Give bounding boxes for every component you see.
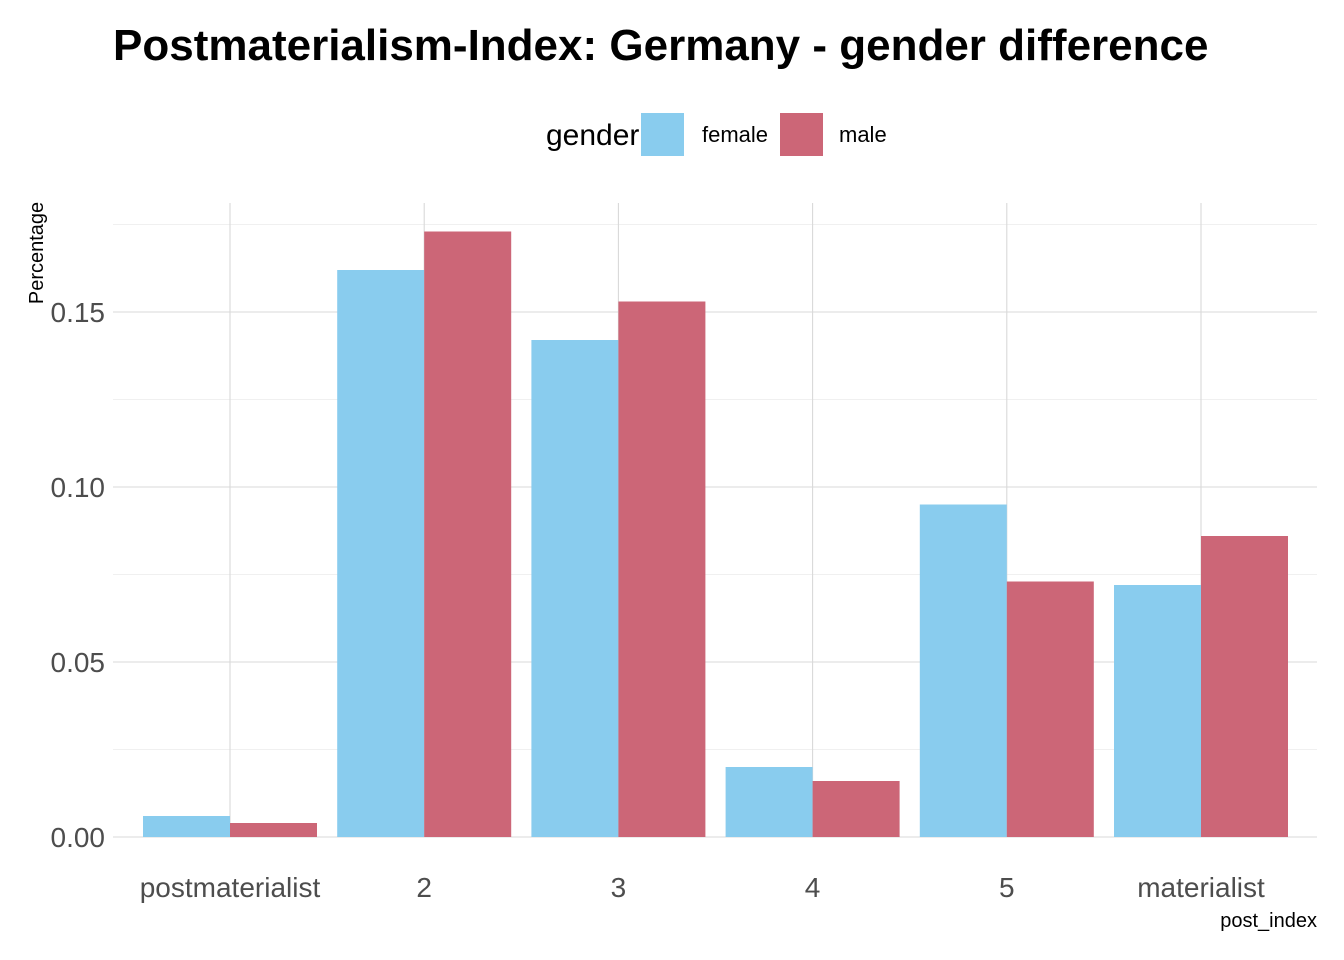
legend-label-female: female bbox=[702, 122, 768, 147]
bar-female bbox=[919, 504, 1007, 837]
x-axis-title: post_index bbox=[1220, 910, 1317, 932]
y-tick-label: 0.00 bbox=[51, 822, 106, 853]
legend-title: gender bbox=[546, 119, 639, 152]
x-tick-label: 4 bbox=[805, 872, 821, 903]
bar-female bbox=[1114, 585, 1201, 837]
x-axis-ticks: postmaterialist 2 3 4 5 materialist bbox=[140, 872, 1265, 903]
x-tick-label: 3 bbox=[611, 872, 627, 903]
legend-item-male: male bbox=[780, 113, 887, 156]
legend: gender female male bbox=[546, 113, 887, 156]
x-tick-label: materialist bbox=[1137, 872, 1265, 903]
bar-male bbox=[230, 823, 317, 837]
legend-item-female: female bbox=[641, 113, 768, 156]
bar-male bbox=[1006, 581, 1094, 837]
bar-male bbox=[1201, 536, 1288, 837]
legend-swatch-male bbox=[780, 113, 823, 156]
bar-female bbox=[337, 270, 425, 837]
legend-swatch-female bbox=[641, 113, 684, 156]
bar-male bbox=[424, 231, 512, 837]
y-tick-label: 0.10 bbox=[51, 472, 106, 503]
bar-male bbox=[618, 301, 706, 837]
y-tick-label: 0.05 bbox=[51, 647, 106, 678]
x-tick-label: postmaterialist bbox=[140, 872, 321, 903]
chart-title: Postmaterialism-Index: Germany - gender … bbox=[113, 21, 1208, 70]
y-tick-label: 0.15 bbox=[51, 297, 106, 328]
bar-female bbox=[725, 767, 813, 837]
bars bbox=[143, 231, 1288, 837]
bar-female bbox=[143, 816, 230, 837]
bar-female bbox=[531, 340, 619, 837]
x-tick-label: 5 bbox=[999, 872, 1015, 903]
y-axis-title: Percentage bbox=[26, 202, 48, 304]
legend-label-male: male bbox=[839, 122, 887, 147]
bar-male bbox=[812, 781, 900, 837]
x-tick-label: 2 bbox=[416, 872, 432, 903]
y-axis-ticks: 0.00 0.05 0.10 0.15 bbox=[51, 297, 106, 853]
